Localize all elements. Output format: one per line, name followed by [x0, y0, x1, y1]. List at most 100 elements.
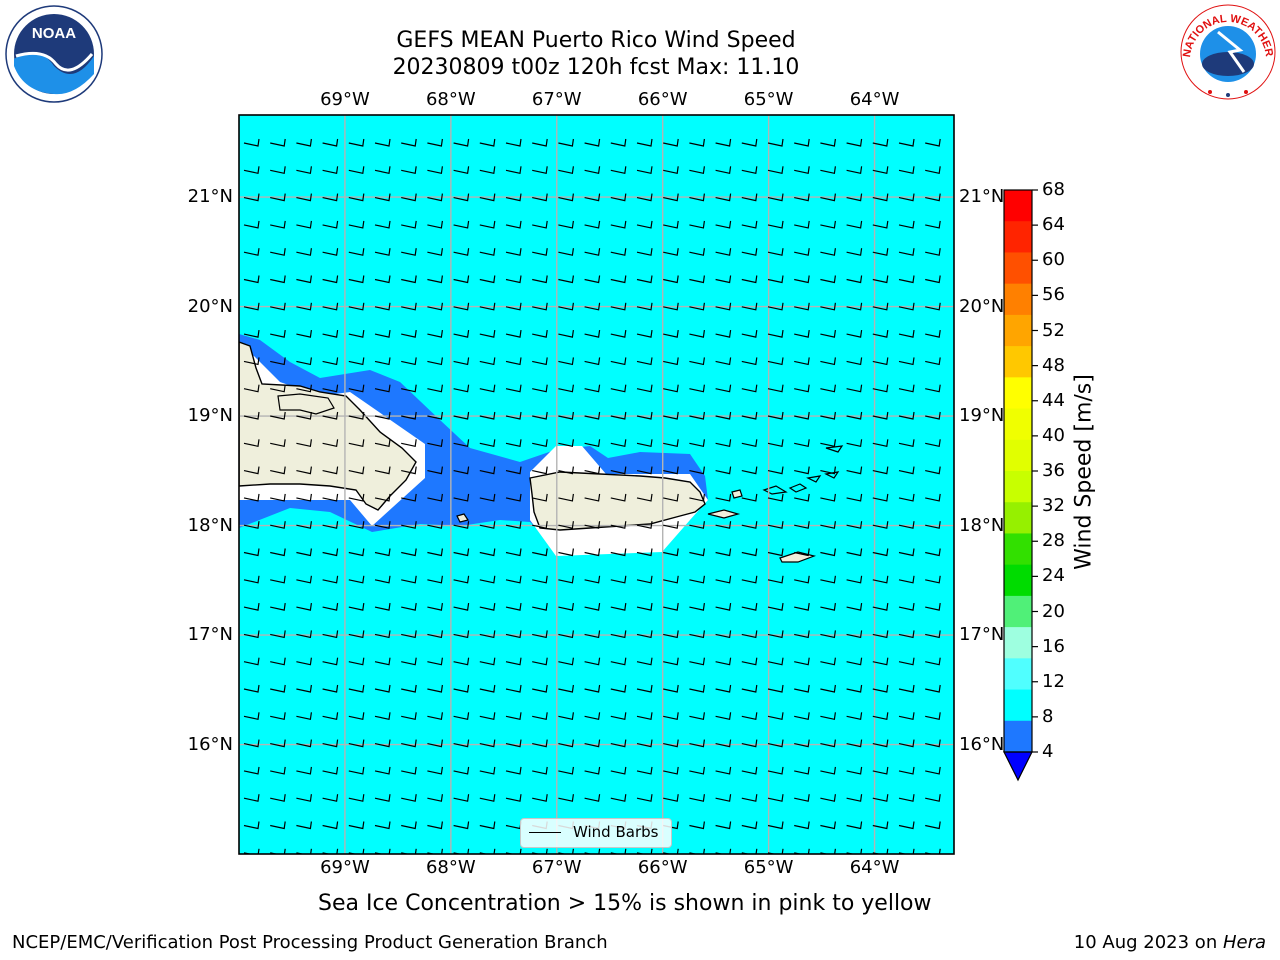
wind-barb [715, 302, 732, 311]
wind-barb [584, 739, 601, 748]
wind-barb [558, 794, 574, 802]
wind-barb [270, 821, 286, 830]
wind-barb [846, 166, 863, 175]
wind-barb [741, 439, 758, 448]
wind-barb [479, 248, 496, 256]
wind-barb [898, 330, 915, 338]
wind-barb [296, 357, 312, 366]
wind-barb [741, 603, 758, 611]
wind-barb [767, 275, 784, 284]
wind-barb [558, 193, 574, 202]
wind-barb [374, 821, 391, 830]
wind-barb [427, 493, 443, 502]
wind-barb [558, 466, 574, 475]
wind-barb [636, 357, 653, 366]
wind-barb [427, 330, 443, 338]
wind-barb [636, 166, 653, 175]
wind-barb [925, 712, 941, 721]
wind-barb [505, 575, 522, 584]
wind-barb [427, 630, 443, 639]
wind-barb [715, 330, 732, 338]
wind-barb [453, 302, 470, 311]
wind-barb [715, 466, 732, 475]
wind-barb [427, 220, 443, 229]
wind-barb [846, 603, 863, 611]
wind-barb [925, 575, 941, 584]
wind-barb [270, 712, 286, 721]
wind-barb-legend-line [529, 832, 561, 833]
wind-barb [846, 248, 863, 256]
wind-barb [846, 766, 863, 775]
wind-barb [453, 384, 470, 393]
wind-barb [898, 138, 915, 147]
wind-barb [715, 275, 732, 284]
wind-barb [558, 275, 574, 284]
wind-barb [322, 548, 339, 557]
wind-barb [427, 466, 443, 475]
wind-barb [689, 821, 705, 830]
wind-barb [479, 411, 496, 420]
wind-barb [401, 575, 417, 584]
wind-barb [820, 493, 836, 502]
wind-barb [243, 439, 260, 448]
wind-barb [532, 166, 548, 175]
wind-barb [820, 302, 836, 311]
wind-barb [663, 411, 679, 420]
wind-barb [767, 821, 784, 830]
lon-label: 66°W [637, 857, 688, 878]
wind-barb [767, 439, 784, 448]
wind-barb [794, 684, 810, 693]
wind-barb [532, 439, 548, 448]
wind-barb [794, 302, 810, 311]
wind-barb [243, 493, 260, 502]
wind-barb [689, 575, 705, 584]
wind-barb [558, 248, 574, 256]
wind-barb [322, 630, 339, 639]
wind-barb [898, 794, 915, 802]
wind-barb [427, 248, 443, 256]
wind-barb [401, 794, 417, 802]
colorbar-segment [1004, 720, 1032, 753]
wind-barb [767, 794, 784, 802]
wind-barb [794, 575, 810, 584]
lat-label: 18°N [187, 514, 233, 536]
wind-barb [636, 630, 653, 639]
wind-barb [374, 794, 391, 802]
colorbar-segment [1004, 502, 1032, 534]
wind-barb [794, 193, 810, 202]
wind-barb [872, 411, 889, 420]
wind-barb [558, 548, 574, 557]
wind-barb [820, 275, 836, 284]
wind-barb [532, 193, 548, 202]
wind-barb [348, 384, 365, 393]
wind-barb [453, 275, 470, 284]
wind-barb [925, 794, 941, 802]
wind-barb [689, 138, 705, 147]
wind-barb [348, 603, 365, 611]
wind-barb [270, 466, 286, 475]
wind-barb [846, 821, 863, 830]
wind-barb [898, 275, 915, 284]
wind-barb [715, 220, 732, 229]
wind-barb [663, 275, 679, 284]
wind-barb [270, 166, 286, 175]
wind-barb [846, 220, 863, 229]
colorbar-tick-label: 8 [1042, 705, 1054, 727]
lat-label: 16°N [959, 733, 1005, 755]
wind-barb [479, 220, 496, 229]
wind-barb [348, 657, 365, 666]
colorbar-segment [1004, 314, 1032, 347]
wind-barb [479, 439, 496, 448]
wind-barb [296, 630, 312, 639]
wind-barb [794, 248, 810, 256]
wind-barb [820, 684, 836, 693]
wind-barb [532, 248, 548, 256]
land-tortuga [277, 393, 335, 415]
wind-barb [636, 411, 653, 420]
wind-barb [872, 248, 889, 256]
wind-barb [243, 138, 260, 147]
wind-barb [348, 821, 365, 830]
wind-barb [558, 657, 574, 666]
wind-barb [846, 548, 863, 557]
wind-barb [767, 521, 784, 529]
